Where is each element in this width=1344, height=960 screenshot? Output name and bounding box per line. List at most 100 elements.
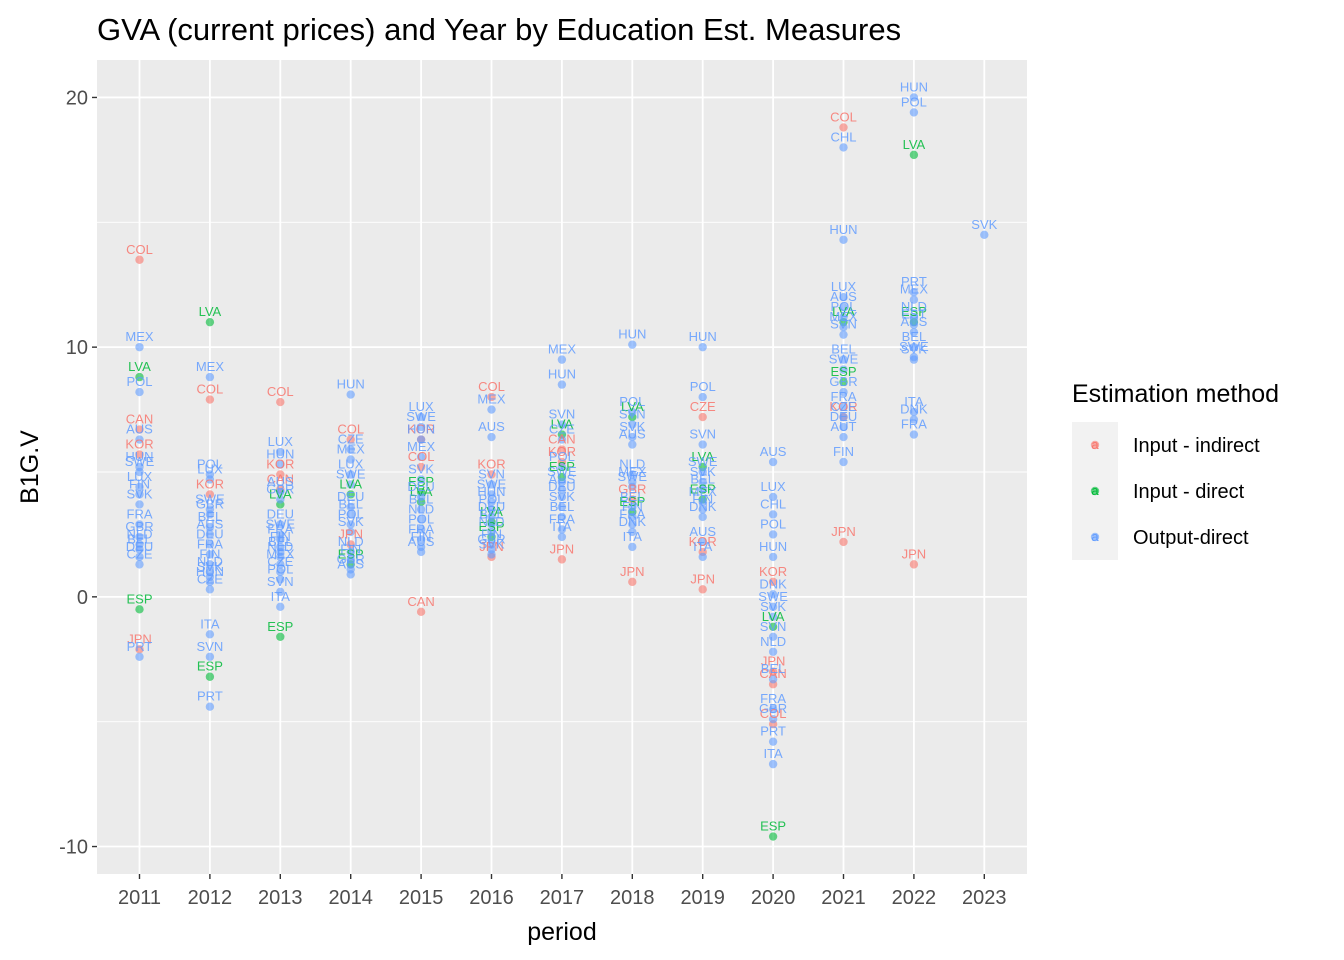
data-point [628, 520, 637, 529]
data-point [135, 545, 144, 554]
data-point-label: BEL [550, 499, 575, 514]
data-point-label: NLD [478, 514, 504, 529]
data-point [839, 402, 848, 412]
data-point-label: NLD [760, 634, 786, 649]
data-point-label: AUS [197, 516, 224, 531]
data-point-label: LVA [691, 449, 714, 464]
data-point [628, 495, 637, 504]
data-point [698, 477, 707, 487]
data-point-label: DNK [689, 499, 717, 514]
data-point-label: FRA [619, 506, 645, 521]
data-point-label: MEX [689, 484, 718, 499]
data-point-label: CHL [830, 129, 856, 144]
data-point [768, 705, 778, 714]
chart-title: GVA (current prices) and Year by Educati… [97, 12, 901, 47]
data-point-label: POL [549, 449, 575, 464]
legend-label: Input - direct [1133, 481, 1245, 503]
data-point [346, 520, 355, 529]
data-point [416, 505, 426, 514]
data-point [135, 255, 144, 264]
data-point-label: SWE [406, 409, 436, 424]
data-point-label: DEU [337, 489, 364, 504]
data-point-label: HUN [548, 367, 576, 382]
data-point-label: EST [901, 307, 926, 322]
data-point-label: AUS [760, 444, 787, 459]
data-point-label: POL [901, 94, 927, 109]
data-point-label: AUS [619, 427, 646, 442]
data-point [909, 560, 919, 569]
data-point-label: CAN [548, 432, 575, 447]
data-point [698, 497, 707, 507]
data-point [487, 527, 496, 537]
x-tick-label: 2015 [399, 887, 444, 909]
legend-key-letter: a [1091, 483, 1099, 498]
legend-title: Estimation method [1072, 380, 1279, 408]
x-tick-label: 2014 [328, 887, 373, 909]
data-point-label: SVN [689, 427, 716, 442]
data-point [557, 555, 567, 564]
data-point [135, 500, 144, 509]
data-point-label: SVK [690, 464, 716, 479]
data-point-label: SWE [125, 454, 155, 469]
data-point-label: LVA [903, 137, 926, 152]
data-point-label: NLD [901, 299, 927, 314]
data-point-label: DNK [759, 576, 787, 591]
data-point-label: KOR [689, 534, 717, 549]
data-point-label: MEX [618, 464, 647, 479]
legend-key [1090, 532, 1100, 542]
data-point [909, 93, 919, 102]
data-point [416, 452, 426, 462]
data-point-label: GBR [829, 374, 857, 389]
x-tick-label: 2013 [258, 887, 303, 909]
data-point-label: DEU [830, 409, 857, 424]
data-point-label: JPN [690, 571, 715, 586]
data-point-label: JPN [831, 524, 856, 539]
data-point [205, 630, 215, 639]
x-tick-label: 2011 [118, 887, 161, 909]
data-point [276, 632, 285, 641]
y-tick-label: 20 [66, 87, 88, 109]
data-point [628, 482, 637, 492]
data-point-label: HUN [477, 484, 505, 499]
data-point-label: SVK [971, 217, 997, 232]
data-point [135, 645, 144, 654]
data-point-label: SVN [619, 407, 646, 422]
data-point-label: NLD [197, 554, 223, 569]
data-point-label: HUN [407, 422, 435, 437]
data-point-label: HUN [337, 377, 365, 392]
data-point-label: DNK [900, 402, 928, 417]
data-point-label: AUS [408, 534, 435, 549]
data-point [205, 577, 215, 587]
data-point [416, 475, 426, 484]
data-point-label: MEX [548, 342, 577, 357]
data-point [839, 537, 848, 547]
data-point-label: POL [197, 456, 223, 471]
data-point [557, 512, 567, 522]
data-point [416, 535, 426, 544]
data-point-label: AUS [126, 422, 153, 437]
data-point [768, 492, 778, 502]
data-point-label: ESP [197, 659, 223, 674]
data-point [487, 512, 496, 522]
data-point [205, 475, 215, 484]
data-point [557, 502, 567, 512]
data-point [276, 575, 285, 584]
data-point-label: AUS [549, 471, 576, 486]
data-point [628, 542, 637, 552]
data-point-label: HUN [196, 564, 224, 579]
data-point-label: COL [197, 382, 224, 397]
data-point-label: POL [408, 511, 434, 526]
data-point [698, 440, 707, 449]
data-point [416, 515, 426, 524]
data-point [135, 425, 144, 434]
data-point-label: ITA [763, 746, 783, 761]
data-point-label: DEU [548, 479, 575, 494]
data-point [768, 675, 778, 684]
data-point-label: CZE [690, 399, 716, 414]
data-point-label: NLD [619, 456, 645, 471]
data-point [487, 490, 496, 499]
data-point-label: MEX [407, 439, 436, 454]
data-point-label: PRT [127, 639, 153, 654]
data-point-label: ESP [901, 304, 927, 319]
data-point [135, 552, 144, 562]
